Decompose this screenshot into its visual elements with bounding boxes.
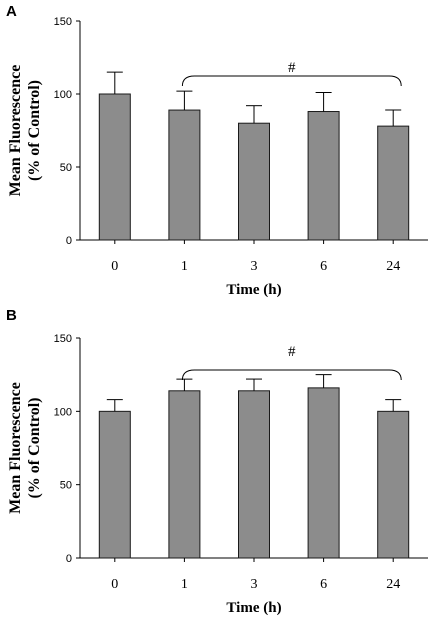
chart-panel-a: A Mean Fluorescence (% of Control) 0 50 100 15… xyxy=(6,3,428,298)
x-tick-label: 6 xyxy=(320,259,327,274)
significance-marker: # xyxy=(288,344,296,360)
y-axis-label: Mean Fluorescence (% of Control) xyxy=(7,382,43,514)
x-axis-label: Time (h) xyxy=(226,600,281,616)
bar xyxy=(168,390,201,559)
y-axis-label-line2: (% of Control) xyxy=(26,397,43,498)
y-tick-label: 0 xyxy=(66,235,72,247)
bar xyxy=(307,111,340,241)
bar xyxy=(238,122,270,241)
bar xyxy=(238,390,270,559)
y-tick-label: 150 xyxy=(54,333,72,345)
x-tick-label: 3 xyxy=(251,577,258,592)
chart-panel-b: B Mean Fluorescence (% of Control) 0 50 100 15… xyxy=(6,307,428,616)
x-tick-label: 1 xyxy=(181,577,188,592)
bar xyxy=(168,109,201,241)
x-tick-label: 24 xyxy=(386,577,400,592)
y-tick-label: 100 xyxy=(54,406,72,418)
y-axis-label-line2: (% of Control) xyxy=(26,80,43,181)
panel-letter: A xyxy=(6,3,17,20)
x-tick-label: 0 xyxy=(111,577,118,592)
bar xyxy=(377,410,410,559)
panel-letter: B xyxy=(6,307,17,324)
x-tick-label: 1 xyxy=(181,259,188,274)
bar xyxy=(377,125,410,241)
y-tick-label: 50 xyxy=(60,480,72,492)
x-tick-label: 6 xyxy=(320,577,327,592)
x-tick-label: 0 xyxy=(111,259,118,274)
bar xyxy=(98,93,131,241)
x-tick-label: 3 xyxy=(251,259,258,274)
bar xyxy=(98,410,131,559)
y-axis-label-line1: Mean Fluorescence xyxy=(7,65,24,197)
significance-bracket xyxy=(181,75,402,87)
y-axis-label: Mean Fluorescence (% of Control) xyxy=(7,65,43,197)
y-tick-label: 50 xyxy=(60,162,72,174)
bar xyxy=(307,387,340,559)
x-tick-label: 24 xyxy=(386,259,400,274)
y-tick-label: 100 xyxy=(54,89,72,101)
y-axis-label-line1: Mean Fluorescence xyxy=(7,382,24,514)
y-tick-label: 150 xyxy=(54,16,72,28)
significance-marker: # xyxy=(288,60,296,76)
x-axis-label: Time (h) xyxy=(226,282,281,298)
y-tick-label: 0 xyxy=(66,553,72,565)
significance-bracket xyxy=(181,369,402,381)
